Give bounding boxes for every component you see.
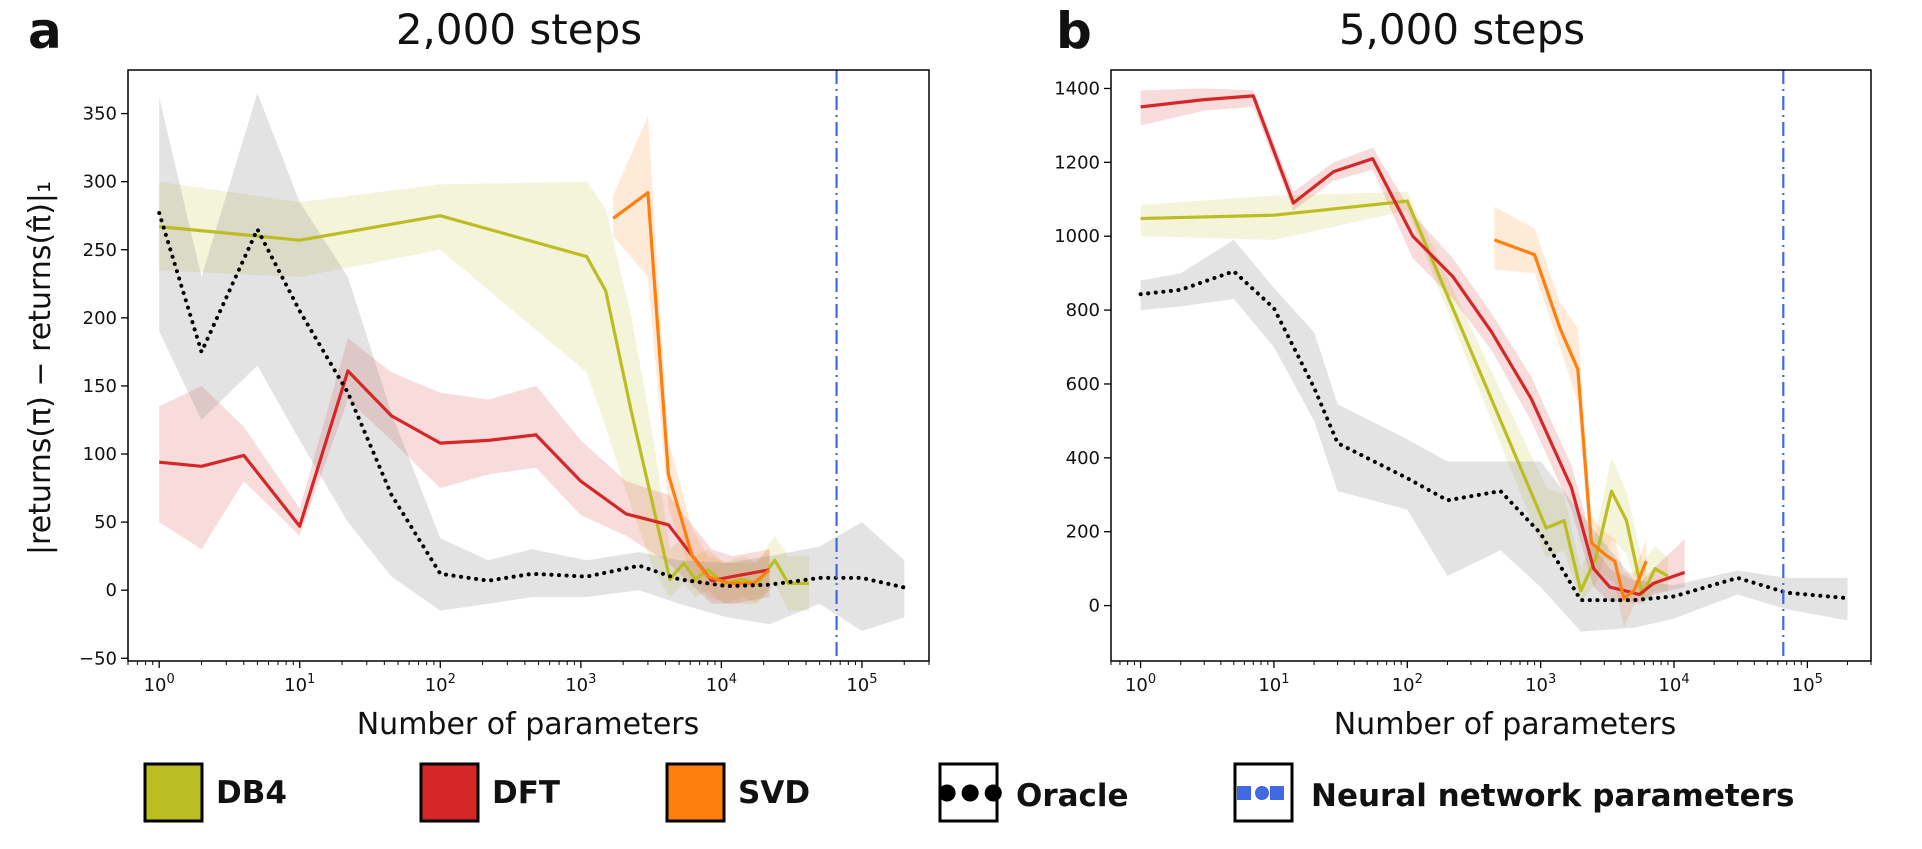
- x-tick-label: 103: [1525, 672, 1556, 696]
- legend-label-svd: SVD: [738, 775, 810, 811]
- panel-b-frame: [1110, 69, 1872, 662]
- legend-item-dft: DFT: [419, 762, 560, 823]
- legend-label-oracle: Oracle: [1016, 778, 1129, 814]
- y-tick-label: 150: [83, 376, 117, 397]
- panel-b-x-axis-label: Number of parameters: [1334, 707, 1677, 742]
- x-tick-label: 102: [425, 672, 456, 696]
- series-line-oracle: [157, 211, 907, 590]
- panel-b-title: 5,000 steps: [1339, 5, 1585, 54]
- panel-a-plot-area: [157, 70, 907, 661]
- legend-item-db4: DB4: [143, 762, 287, 823]
- panel-a-frame: [127, 69, 930, 662]
- y-tick-label: −50: [79, 648, 117, 669]
- legend-nn-dot: [1255, 786, 1269, 800]
- x-tick-label: 100: [1125, 672, 1156, 696]
- y-tick-label: 200: [83, 308, 117, 329]
- y-tick-label: 0: [106, 580, 117, 601]
- panel-a-x-axis-label: Number of parameters: [357, 707, 700, 742]
- panel-a-y-ticks: −50 0 50 100 150 200 250 300 350: [79, 104, 128, 669]
- x-tick-label: 102: [1392, 672, 1423, 696]
- legend-label-db4: DB4: [216, 775, 287, 811]
- panel-a: a 2,000 steps −50 0 50 100 150 200 250 300 350 1…: [23, 2, 930, 742]
- x-tick-label: 105: [846, 672, 877, 696]
- y-tick-label: 0: [1089, 596, 1100, 617]
- x-tick-label: 100: [144, 672, 175, 696]
- panel-a-x-ticks: 100 101 102 103 104 105: [127, 661, 930, 696]
- band-oracle: [1140, 239, 1848, 632]
- panel-b-x-ticks: 100 101 102 103 104 105: [1110, 661, 1872, 696]
- x-tick-label: 101: [1258, 672, 1289, 696]
- y-tick-label: 400: [1066, 448, 1100, 469]
- panel-b-letter: b: [1056, 2, 1092, 60]
- y-tick-label: 1400: [1054, 78, 1100, 99]
- series-line-svd: [1493, 238, 1648, 600]
- legend-swatch-svd: [665, 762, 726, 823]
- series-line-svd: [612, 191, 771, 586]
- band-dft: [159, 338, 770, 604]
- y-tick-label: 250: [83, 240, 117, 261]
- legend-item-svd: SVD: [665, 762, 810, 823]
- y-tick-label: 1200: [1054, 152, 1100, 173]
- x-tick-label: 105: [1792, 672, 1823, 696]
- y-tick-label: 350: [83, 104, 117, 125]
- panel-b-y-ticks: 0 200 400 600 800 1000 1200 1400: [1054, 78, 1111, 617]
- panel-b-series-group: [1138, 88, 1850, 632]
- band-oracle: [159, 93, 905, 632]
- legend-swatch-dft: [419, 762, 480, 823]
- legend: DB4 DFT SVD Oracle Neural network parame…: [143, 762, 1794, 823]
- x-tick-label: 104: [706, 672, 737, 696]
- panel-a-y-axis-label: |returns(π) − returns(π̂)|₁: [23, 181, 58, 555]
- y-tick-label: 300: [83, 172, 117, 193]
- panel-a-letter: a: [28, 2, 62, 60]
- y-tick-label: 1000: [1054, 226, 1100, 247]
- panel-a-series-group: [157, 93, 907, 632]
- y-tick-label: 100: [83, 444, 117, 465]
- y-tick-label: 50: [94, 512, 117, 533]
- panel-b: b 5,000 steps 0200400600800100012001400 …: [1054, 2, 1872, 742]
- panel-a-title: 2,000 steps: [396, 5, 642, 54]
- legend-label-dft: DFT: [492, 775, 560, 811]
- x-tick-label: 104: [1658, 672, 1689, 696]
- y-tick-label: 800: [1066, 300, 1100, 321]
- band-db4: [159, 181, 809, 611]
- legend-item-nn: Neural network parameters: [1233, 762, 1794, 823]
- x-tick-label: 103: [565, 672, 596, 696]
- band-svd: [1494, 206, 1647, 628]
- y-tick-label: 200: [1066, 522, 1100, 543]
- legend-swatch-db4: [143, 762, 204, 823]
- y-tick-label: 600: [1066, 374, 1100, 395]
- panel-b-plot-area: [1138, 70, 1850, 661]
- legend-label-nn: Neural network parameters: [1311, 778, 1794, 814]
- x-tick-label: 101: [284, 672, 315, 696]
- legend-item-oracle: Oracle: [934, 762, 1129, 823]
